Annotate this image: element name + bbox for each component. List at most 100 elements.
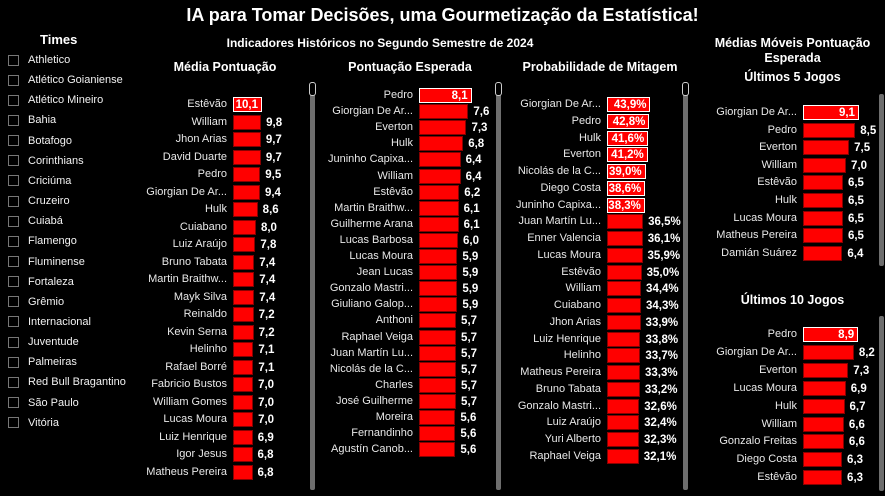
bar[interactable] — [419, 410, 456, 425]
bar-row[interactable]: William — [700, 157, 797, 173]
team-filter-item[interactable]: Fortaleza — [8, 274, 74, 290]
checkbox[interactable] — [8, 417, 19, 429]
bar-row[interactable]: Juninho Capixa... — [505, 197, 601, 213]
bar-row[interactable]: Lucas Moura — [320, 248, 413, 264]
bar-row[interactable]: William — [505, 280, 601, 296]
bar-row[interactable]: Juan Martín Lu... — [320, 345, 413, 361]
bar[interactable] — [607, 331, 641, 347]
bar-row[interactable]: Estêvão — [320, 184, 413, 200]
bar-row[interactable]: Diego Costa — [505, 180, 601, 196]
bar[interactable] — [419, 88, 472, 103]
bar-row[interactable]: Fabricio Bustos — [140, 376, 227, 392]
bar-row[interactable]: Hulk — [505, 130, 601, 146]
bar-row[interactable]: Matheus Pereira — [140, 464, 227, 480]
bar[interactable] — [803, 470, 843, 486]
bar-row[interactable]: Gonzalo Mastri... — [320, 280, 413, 296]
bar-row[interactable]: Yuri Alberto — [505, 431, 601, 447]
bar-row[interactable]: Fernandinho — [320, 425, 413, 441]
bar-row[interactable]: William Gomes — [140, 394, 227, 410]
bar[interactable] — [607, 298, 641, 313]
bar[interactable] — [233, 272, 255, 287]
bar[interactable] — [419, 313, 457, 329]
bar[interactable] — [607, 281, 642, 297]
bar[interactable] — [419, 361, 457, 377]
bar[interactable] — [803, 327, 859, 342]
bar[interactable] — [233, 464, 253, 480]
bar[interactable] — [233, 184, 260, 200]
bar-row[interactable]: Giorgian De Ar... — [505, 96, 601, 112]
bar[interactable] — [607, 113, 650, 129]
scrollbar-last10[interactable] — [879, 316, 884, 491]
bar-row[interactable]: Everton — [320, 119, 413, 135]
bar-row[interactable]: Guilherme Arana — [320, 216, 413, 232]
bar-row[interactable]: José Guilherme — [320, 393, 413, 409]
bar-row[interactable]: Diego Costa — [700, 451, 797, 467]
bar-row[interactable]: Luiz Araújo — [505, 414, 601, 430]
bar[interactable] — [419, 184, 460, 200]
team-filter-item[interactable]: Corinthians — [8, 153, 84, 169]
bar-row[interactable]: William — [140, 114, 227, 130]
bar-row[interactable]: Juan Martín Lu... — [505, 213, 601, 229]
scrollbar-last5[interactable] — [879, 94, 884, 266]
bar[interactable] — [233, 289, 255, 305]
bar[interactable] — [803, 157, 847, 173]
bar-row[interactable]: Juninho Capixa... — [320, 151, 413, 167]
bar[interactable] — [419, 104, 469, 120]
bar-row[interactable]: Martin Braithw... — [320, 200, 413, 216]
scrollbar-media[interactable] — [309, 82, 316, 490]
bar[interactable] — [803, 452, 843, 468]
bar-row[interactable]: Jhon Arias — [140, 131, 227, 147]
bar[interactable] — [607, 247, 643, 263]
bar-row[interactable]: Lucas Moura — [140, 411, 227, 427]
bar[interactable] — [233, 254, 255, 270]
bar-row[interactable]: Matheus Pereira — [700, 227, 797, 243]
bar-row[interactable]: Bruno Tabata — [140, 254, 227, 270]
team-filter-item[interactable]: Criciúma — [8, 173, 71, 189]
bar-row[interactable]: Nicolás de la C... — [505, 163, 601, 179]
bar[interactable] — [419, 232, 458, 248]
bar[interactable] — [419, 120, 467, 136]
bar[interactable] — [233, 429, 253, 445]
bar[interactable] — [233, 237, 256, 252]
bar-row[interactable]: Giorgian De Ar... — [700, 104, 797, 120]
bar[interactable] — [233, 394, 254, 410]
bar[interactable] — [419, 393, 457, 409]
checkbox[interactable] — [8, 376, 19, 388]
bar[interactable] — [607, 164, 646, 179]
checkbox[interactable] — [8, 135, 19, 147]
bar-row[interactable]: Pedro — [505, 113, 601, 129]
bar-row[interactable]: Helinho — [140, 341, 227, 357]
bar[interactable] — [419, 136, 464, 152]
bar[interactable] — [803, 434, 844, 450]
bar[interactable] — [607, 365, 640, 380]
bar-row[interactable]: Gonzalo Freitas — [700, 433, 797, 449]
bar-row[interactable]: Pedro — [700, 122, 797, 138]
bar[interactable] — [419, 377, 457, 393]
bar-row[interactable]: William — [700, 416, 797, 432]
bar-row[interactable]: Anthoni — [320, 312, 413, 328]
team-filter-item[interactable]: Atlético Goianiense — [8, 72, 123, 88]
bar-row[interactable]: Pedro — [700, 326, 797, 342]
scrollbar-mitagem[interactable] — [682, 82, 689, 490]
bar[interactable] — [419, 249, 458, 264]
checkbox[interactable] — [8, 256, 19, 267]
bar[interactable] — [233, 412, 254, 427]
bar[interactable] — [607, 415, 640, 431]
bar-row[interactable]: Lucas Moura — [505, 247, 601, 263]
bar[interactable] — [607, 314, 641, 330]
team-filter-item[interactable]: Atlético Mineiro — [8, 92, 103, 108]
team-filter-item[interactable]: Athletico — [8, 52, 70, 68]
bar[interactable] — [803, 380, 846, 396]
bar[interactable] — [607, 432, 639, 447]
bar[interactable] — [419, 216, 459, 232]
checkbox[interactable] — [8, 155, 19, 167]
bar-row[interactable]: Rafael Borré — [140, 359, 227, 375]
bar-row[interactable]: Kevin Serna — [140, 324, 227, 340]
bar[interactable] — [803, 140, 850, 156]
team-filter-item[interactable]: Cruzeiro — [8, 193, 70, 209]
bar[interactable] — [419, 442, 456, 458]
checkbox[interactable] — [8, 175, 19, 187]
bar-row[interactable]: Cuiabano — [140, 219, 227, 235]
bar-row[interactable]: Lucas Moura — [700, 210, 797, 226]
bar-row[interactable]: Reinaldo — [140, 306, 227, 322]
